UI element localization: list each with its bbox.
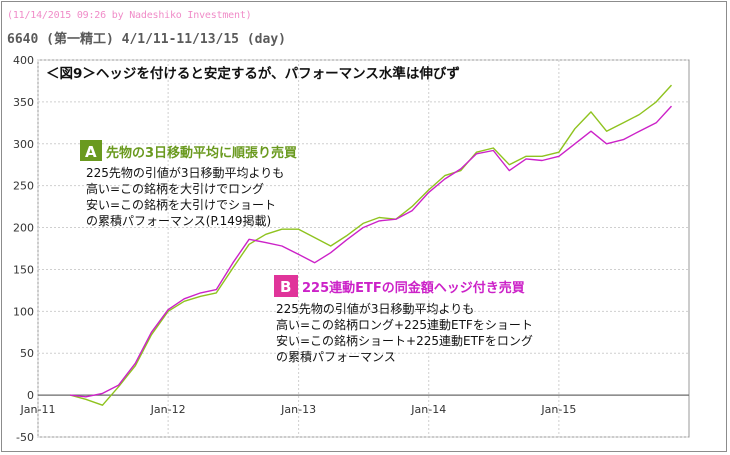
chart-subtitle: 6640 (第一精工) 4/1/11-11/13/15 (day) <box>7 32 286 47</box>
chart-heading: ＜図9＞ヘッジを付けると安定するが、パフォーマンス水準は伸びず <box>46 65 460 82</box>
x-tick-label: Jan-13 <box>280 403 316 416</box>
timestamp-stamp: (11/14/2015 09:26 by Nadeshiko Investmen… <box>7 10 252 21</box>
badge-b-letter: B <box>280 278 291 296</box>
series-line-a <box>69 84 673 406</box>
x-tick-label: Jan-14 <box>410 403 446 416</box>
plot-area <box>37 59 690 438</box>
badge-a-letter: A <box>85 143 97 161</box>
annotation-a-line: 高い=この銘柄を大引けでロング <box>86 181 264 196</box>
grid-lines <box>37 59 689 438</box>
annotation-b-line: 安い=この銘柄ショート+225連動ETFをロング <box>276 333 533 348</box>
x-axis: Jan-11 Jan-12 Jan-13 Jan-14 Jan-15 <box>20 403 577 416</box>
annotation-b-line: 高い=この銘柄ロング+225連動ETFをショート <box>276 317 533 332</box>
y-tick-label: 100 <box>13 305 34 318</box>
series-line-b <box>70 105 673 398</box>
annotation-b-title: 225連動ETFの同金額ヘッジ付き売買 <box>302 280 525 296</box>
annotation-b-line: 225先物の引値が3日移動平均よりも <box>276 301 474 316</box>
series-group <box>69 84 673 406</box>
annotation-a-title: 先物の3日移動平均に順張り売買 <box>106 145 297 161</box>
y-tick-label: 0 <box>27 389 34 402</box>
y-tick-label: -50 <box>16 431 34 444</box>
y-tick-label: 150 <box>13 263 34 276</box>
y-tick-label: 250 <box>13 180 34 193</box>
annotation-a-line: 225先物の引値が3日移動平均よりも <box>86 165 284 180</box>
y-tick-label: 50 <box>20 347 34 360</box>
annotation-a-line: 安い=この銘柄を大引けでショート <box>86 197 276 212</box>
x-tick-label: Jan-15 <box>540 403 576 416</box>
y-tick-label: 350 <box>13 96 34 109</box>
x-tick-label: Jan-12 <box>150 403 186 416</box>
annotation-a: A 先物の3日移動平均に順張り売買 225先物の引値が3日移動平均よりも 高い=… <box>80 140 297 228</box>
annotation-b-line: の累積パフォーマンス <box>276 349 396 364</box>
y-axis: -50 0 50 100 150 200 250 300 350 400 <box>13 54 34 444</box>
annotation-a-line: の累積パフォーマンス(P.149掲載) <box>86 213 271 228</box>
y-tick-label: 300 <box>13 138 34 151</box>
x-tick-label: Jan-11 <box>20 403 56 416</box>
y-tick-label: 200 <box>13 222 34 235</box>
badge-a <box>80 140 102 161</box>
badge-b <box>274 275 298 297</box>
annotation-b: B 225連動ETFの同金額ヘッジ付き売買 225先物の引値が3日移動平均よりも… <box>274 275 533 364</box>
y-tick-label: 400 <box>13 54 34 67</box>
